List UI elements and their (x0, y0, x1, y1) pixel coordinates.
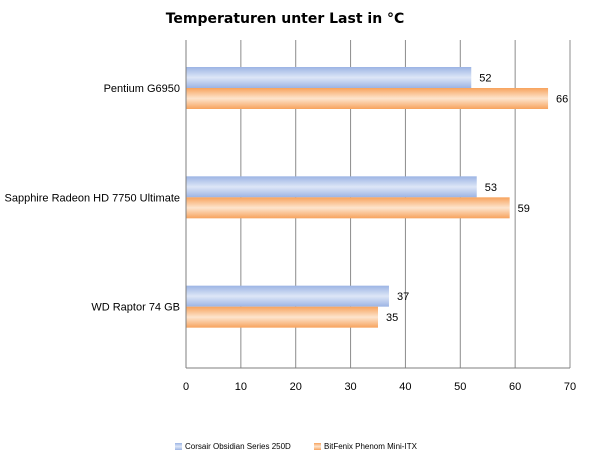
x-tick-label: 0 (183, 381, 189, 393)
bar (186, 67, 472, 88)
x-tick-label: 30 (344, 381, 356, 393)
legend-label: BitFenix Phenom Mini-ITX (324, 442, 418, 451)
data-label: 35 (386, 312, 398, 324)
bar (186, 88, 549, 109)
x-tick-labels: 0 10 20 30 40 50 60 70 (183, 381, 576, 393)
x-tick-label: 10 (235, 381, 247, 393)
bar (186, 285, 389, 307)
category-label: Sapphire Radeon HD 7750 Ultimate (5, 192, 181, 204)
data-label: 53 (485, 182, 497, 194)
data-label: 66 (556, 94, 568, 106)
chart-title: Temperaturen unter Last in °C (166, 11, 405, 27)
data-label: 59 (518, 203, 530, 215)
bar (186, 176, 477, 198)
legend-label: Corsair Obsidian Series 250D (185, 442, 291, 451)
category-label: WD Raptor 74 GB (91, 302, 180, 314)
bar (186, 306, 378, 328)
axes (185, 40, 570, 369)
legend-swatch (314, 443, 321, 450)
legend-swatch (175, 443, 182, 450)
x-tick-label: 60 (509, 381, 521, 393)
category-label: Pentium G6950 (104, 83, 180, 95)
bar (186, 197, 510, 219)
x-tick-label: 70 (564, 381, 576, 393)
data-labels: 52 66 53 59 37 35 (386, 73, 568, 325)
x-tick-label: 50 (454, 381, 466, 393)
legend: Corsair Obsidian Series 250D BitFenix Phe… (175, 442, 418, 451)
data-label: 52 (479, 73, 491, 85)
x-tick-label: 40 (399, 381, 411, 393)
x-tick-label: 20 (290, 381, 302, 393)
category-labels: Pentium G6950 Sapphire Radeon HD 7750 Ult… (5, 83, 181, 314)
bars (186, 67, 549, 328)
data-label: 37 (397, 291, 409, 303)
